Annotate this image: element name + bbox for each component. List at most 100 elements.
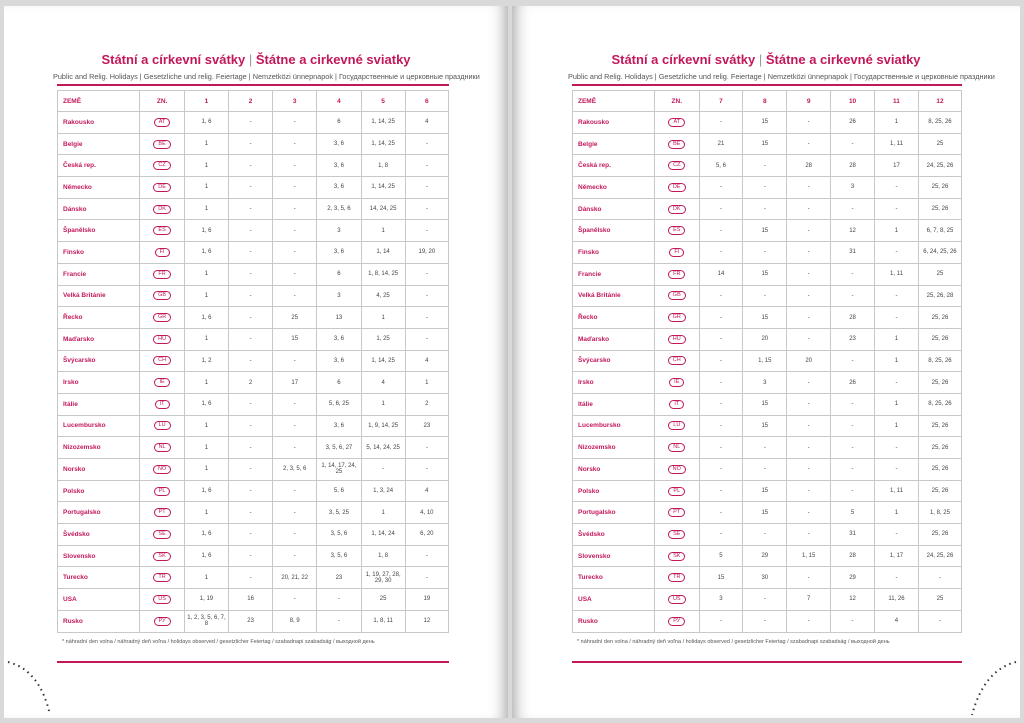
header-row: ZEMĚ ZN. 7 8 9 10 11 12	[571, 90, 963, 112]
header-cell: 9	[786, 90, 832, 112]
table-row: Dánsko DK - - - - -25, 26	[571, 197, 963, 221]
header-cell: 5	[360, 90, 406, 112]
holiday-days: -	[404, 154, 450, 178]
holiday-days: -	[272, 349, 318, 373]
code-cell: CH	[654, 349, 700, 373]
country: Francie	[571, 262, 656, 286]
holiday-days: 3	[316, 284, 362, 308]
holiday-days: 1, 6	[183, 544, 230, 568]
holiday-days: 1	[183, 262, 230, 286]
code-cell: IT	[654, 392, 700, 416]
holiday-days: -	[698, 349, 744, 373]
table-row: Řecko GR 1, 6-25 13 1-	[56, 306, 450, 329]
country: Švýcarsko	[56, 349, 141, 373]
country: Nizozemsko	[571, 436, 656, 459]
country-code: PL	[668, 486, 686, 496]
table-row: Švýcarsko CH 1, 2- -3, 6 1, 14, 25 4	[56, 349, 450, 373]
holiday-days: 1, 6	[183, 219, 230, 243]
holiday-days: 1, 6	[183, 479, 230, 503]
holiday-days: 3	[698, 588, 744, 611]
page-title: Státní a církevní svátky | Štátne a cirk…	[512, 52, 1020, 67]
holiday-days: -	[698, 414, 744, 438]
code-cell: TR	[654, 566, 700, 590]
table-row: Polsko PL -15- -1, 11 25, 26	[571, 479, 963, 503]
holiday-days: 1	[183, 197, 230, 221]
code-cell: BE	[139, 132, 185, 156]
holiday-days: -	[830, 392, 875, 416]
holiday-days: -	[698, 458, 744, 481]
code-cell: HU	[139, 327, 185, 351]
country: Portugalsko	[571, 501, 656, 525]
holiday-days: -	[404, 197, 450, 221]
table-row: Francie FR 14 15- -1, 11 25	[571, 262, 963, 286]
holiday-days: 1, 17	[874, 544, 919, 568]
country-code: РУ	[668, 616, 686, 626]
table-row: Nizozemsko NL 1- -3, 5, 6, 27 5, 14, 24, 25-	[56, 436, 450, 459]
code-cell: DK	[654, 197, 700, 221]
holiday-days: 1	[874, 501, 919, 525]
holiday-days: 29	[830, 566, 875, 590]
code-cell: IE	[139, 371, 185, 394]
holiday-days: -	[874, 436, 919, 459]
holiday-days: 1	[183, 436, 230, 459]
country-code: FI	[154, 247, 170, 257]
holiday-days: -	[830, 197, 875, 221]
separator: |	[245, 52, 256, 67]
holiday-days: 30	[742, 566, 788, 590]
holiday-days: -	[228, 262, 274, 286]
country: Německo	[56, 176, 141, 199]
holiday-days: -	[742, 523, 788, 546]
table-row: Slovensko SK 5 29 1, 15 28 1, 17 24, 25, 26	[571, 544, 963, 568]
code-cell: GR	[654, 306, 700, 329]
holiday-days: 11, 26	[874, 588, 919, 611]
table-row: Maďarsko HU -20-23 1 25, 26	[571, 327, 963, 351]
holiday-days: 1, 6	[183, 111, 230, 134]
holiday-days: 1, 11	[874, 132, 919, 156]
holiday-days: -	[786, 327, 832, 351]
header-cell: 4	[316, 90, 362, 112]
header-cell: 7	[698, 90, 744, 112]
country-code: РУ	[153, 616, 171, 626]
table-row: Finsko FI 1, 6- -3, 6 1, 14 19, 20	[56, 241, 450, 264]
table-row: Francie FR 1- -6 1, 8, 14, 25-	[56, 262, 450, 286]
rule	[572, 84, 962, 86]
header-cell: 3	[272, 90, 318, 112]
holiday-days: 1, 6	[183, 241, 230, 264]
holiday-days: -	[874, 306, 919, 329]
country: Turecko	[56, 566, 141, 590]
country-code: FR	[668, 269, 686, 279]
holiday-days: 1, 8	[360, 544, 406, 568]
holiday-days: 28	[830, 306, 875, 329]
country: Španělsko	[56, 219, 141, 243]
holiday-days: -	[272, 132, 318, 156]
country-code: LU	[668, 421, 686, 431]
code-cell: CH	[139, 349, 185, 373]
code-cell: CZ	[139, 154, 185, 178]
holiday-days: 1, 6	[183, 306, 230, 329]
holiday-days: 23	[404, 414, 450, 438]
table-row: Švédsko SE 1, 6- -3, 5, 6 1, 14, 24 6, 20	[56, 523, 450, 546]
code-cell: US	[139, 588, 185, 611]
holiday-days: 1, 9, 14, 25	[360, 414, 406, 438]
holiday-days: 20	[786, 349, 832, 373]
holiday-days: 3, 6	[316, 327, 362, 351]
holiday-days: 1, 14, 25	[360, 132, 406, 156]
country-code: DE	[667, 182, 686, 192]
country-code: SK	[668, 551, 686, 561]
holiday-days: -	[404, 436, 450, 459]
holiday-days: -	[786, 371, 832, 394]
country-code: IT	[669, 399, 685, 409]
holiday-days: -	[272, 284, 318, 308]
country: USA	[56, 588, 141, 611]
holiday-days: 1	[360, 306, 406, 329]
country-code: NL	[153, 443, 171, 453]
holiday-days: 3, 5, 6	[316, 544, 362, 568]
holiday-days: 1, 8, 25	[917, 501, 963, 525]
table-row: Belgie BE 1- -3, 6 1, 14, 25-	[56, 132, 450, 156]
holiday-table: ZEMĚ ZN. 1 2 3 4 5 6 Rakousko AT 1, 6- -6 1, 14, 25 4…	[56, 90, 450, 633]
holiday-days: -	[228, 392, 274, 416]
code-cell: РУ	[139, 609, 185, 633]
title-sk: Štátne a cirkevné sviatky	[765, 52, 921, 67]
holiday-days: 25	[917, 262, 963, 286]
holiday-days: 1	[874, 327, 919, 351]
